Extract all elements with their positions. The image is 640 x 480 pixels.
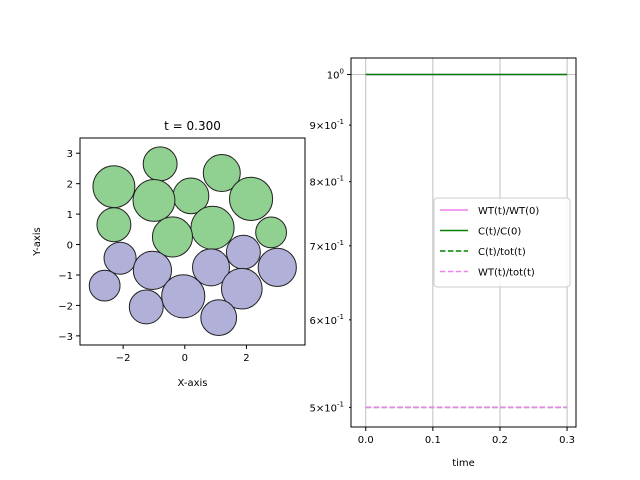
y-tick-label-major-2: 100 [327, 68, 344, 82]
y-tick-label-minor-2: 8×10-1 [310, 175, 344, 189]
y-tick-label-1: 1 [67, 210, 73, 221]
y-tick-label-1: 0 [67, 241, 73, 252]
legend-label: C(t)/tot(t) [478, 247, 526, 258]
x-axis-label-1: X-axis [178, 378, 208, 389]
particle-group-b [103, 241, 137, 275]
particle-plot: −2 0 2 −3 −2 −1 0 1 2 3 t = 0.300 X-axis Y-axis [32, 119, 306, 389]
particle-group-a [190, 205, 235, 250]
chart-title-1: t = 0.300 [164, 119, 221, 133]
particle-group-a [202, 154, 241, 193]
y-tick-label-minor-2: 7×10-1 [310, 239, 344, 253]
particle-group-b [200, 299, 238, 336]
y-tick-label-minor-2: 6×10-1 [310, 313, 344, 327]
particle-group-a [96, 207, 132, 243]
particle-group-b [88, 269, 121, 302]
legend-box [433, 197, 571, 288]
axes-frame-1 [79, 137, 306, 346]
x-tick-label-2: 0.2 [492, 435, 508, 446]
particle-group-b [220, 267, 263, 310]
x-tick-label-1: 2 [243, 353, 249, 364]
x-tick-label-1: 0 [182, 353, 188, 364]
y-tick-label-1: −3 [58, 332, 73, 343]
legend: WT(t)/WT(0) C(t)/C(0) C(t)/tot(t) WT(t)/tot… [433, 197, 571, 288]
y-tick-label-1: 3 [67, 149, 73, 160]
x-axis-label-2: time [452, 458, 475, 469]
particle-group-a [151, 216, 194, 258]
legend-label: WT(t)/WT(0) [478, 206, 539, 217]
particle-group-b [225, 234, 261, 270]
legend-label: C(t)/C(0) [478, 227, 521, 238]
y-tick-label-1: 2 [67, 180, 73, 191]
particle-group-a [255, 216, 288, 249]
particle-group-b [192, 248, 230, 287]
y-tick-label-minor-2: 9×10-1 [310, 118, 344, 132]
particle-group-a [142, 146, 178, 182]
particle-group-b [132, 250, 173, 291]
particle-group-a [228, 176, 274, 221]
particle-group-b [128, 289, 164, 325]
x-tick-label-2: 0.1 [425, 435, 441, 446]
x-tick-label-1: −2 [116, 353, 131, 364]
y-tick-label-minor-2: 5×10-1 [310, 400, 344, 414]
particle-group-b [161, 274, 206, 319]
y-axis-label-1: Y-axis [32, 227, 43, 257]
ratio-plot: 0.0 0.1 0.2 0.3 time 100 5×10-1 6×10-1 7×10-1 8×1… [310, 57, 577, 469]
particle-group-a [132, 178, 176, 222]
legend-label: WT(t)/tot(t) [478, 268, 535, 279]
x-tick-label-2: 0.3 [559, 435, 575, 446]
y-tick-label-1: −1 [58, 271, 73, 282]
particle-group-a [92, 165, 136, 209]
axes-frame-2 [350, 57, 577, 428]
y-tick-label-1: −2 [58, 301, 73, 312]
particle-group-b [257, 247, 297, 287]
x-tick-label-2: 0.0 [358, 435, 374, 446]
